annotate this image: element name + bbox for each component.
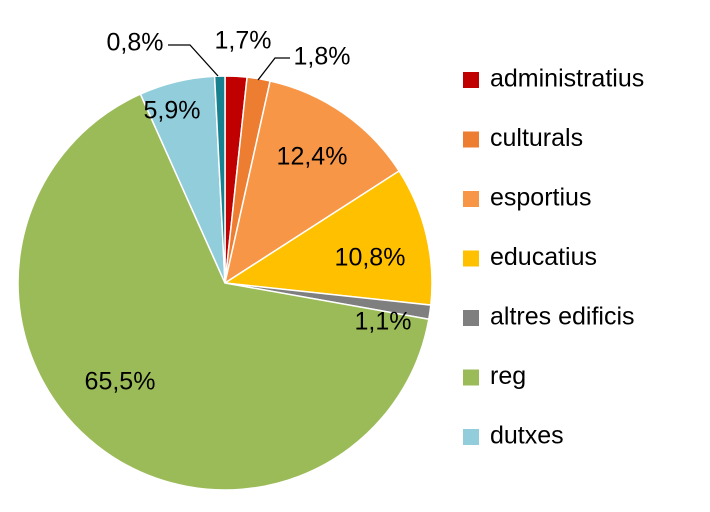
legend-label: altres edificis (490, 303, 635, 331)
leader-line (168, 44, 219, 77)
legend-swatch (463, 72, 479, 88)
legend-label: reg (490, 362, 526, 390)
legend-swatch (463, 131, 479, 148)
data-label: 0,8% (107, 29, 164, 57)
legend-swatch (463, 429, 479, 445)
pie-slice (223, 80, 401, 285)
pie-slice (17, 93, 430, 491)
data-label: 1,1% (355, 308, 412, 336)
legend-label: dutxes (490, 422, 564, 450)
data-label: 65,5% (85, 368, 156, 396)
leader-line (257, 57, 290, 81)
legend-swatch (463, 310, 479, 326)
legend-label: administratius (490, 65, 644, 93)
legend-swatch (463, 369, 479, 386)
data-label: 1,7% (215, 27, 272, 55)
pie-slice (222, 169, 433, 306)
legend-label: esportius (490, 184, 591, 212)
legend-label: educatius (490, 243, 597, 271)
pie-slice (213, 75, 226, 284)
data-label: 12,4% (277, 143, 348, 171)
legend-swatch (463, 191, 479, 207)
legend-label: culturals (490, 124, 583, 152)
data-label: 1,8% (294, 43, 351, 71)
legend-swatch (463, 250, 479, 267)
data-label: 5,9% (144, 97, 201, 125)
data-label: 10,8% (335, 244, 406, 272)
